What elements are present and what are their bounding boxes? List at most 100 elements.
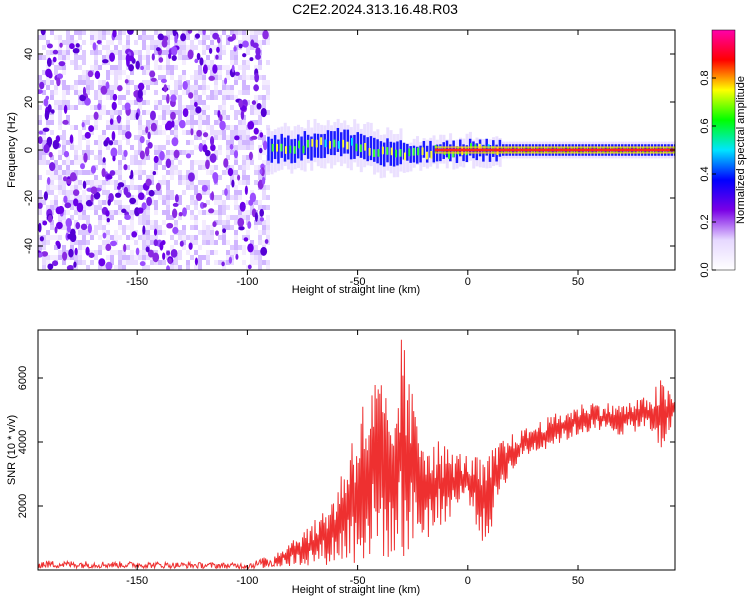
noise-blob [145,178,152,187]
noise-cell [78,200,82,205]
signal-core [316,133,320,158]
noise-cell [206,185,210,190]
noise-cell [62,210,66,215]
noise-blob [75,43,80,48]
noise-cell [38,175,42,180]
noise-blob [92,42,97,51]
noise-cell [218,220,222,225]
noise-cell [222,265,226,270]
noise-cell [262,135,266,140]
noise-cell [70,160,74,165]
noise-cell [150,45,154,50]
noise-cell [146,175,150,180]
signal-peak [425,151,428,160]
noise-cell [146,110,150,115]
noise-blob [233,46,237,52]
noise-cell [106,125,110,130]
noise-blob [170,94,177,102]
noise-cell [98,90,102,95]
noise-blob [260,107,267,118]
noise-blob [68,248,74,258]
noise-cell [58,40,62,45]
noise-cell [218,130,222,135]
noise-blob [123,149,128,158]
noise-blob [137,89,143,99]
noise-cell [58,150,62,155]
noise-cell [226,260,230,265]
noise-cell [170,150,174,155]
noise-blob [252,42,259,49]
noise-cell [38,105,42,110]
spectrogram-y-axis-label: Frequency (Hz) [6,112,18,188]
noise-cell [158,30,162,35]
noise-cell [98,140,102,145]
noise-blob [109,170,116,176]
noise-blob [62,176,68,182]
noise-cell [206,260,210,265]
noise-cell [82,170,86,175]
noise-blob [102,232,107,239]
noise-cell [206,105,210,110]
noise-blob [69,232,77,243]
noise-cell [170,155,174,160]
noise-cell [142,210,146,215]
noise-cell [146,190,150,195]
noise-cell [118,65,122,70]
noise-cell [114,170,118,175]
noise-cell [234,235,238,240]
noise-cell [146,80,150,85]
noise-cell [262,240,266,245]
noise-blob [187,49,194,60]
noise-cell [130,215,134,220]
noise-cell [190,195,194,200]
noise-cell [190,120,194,125]
noise-cell [94,175,98,180]
noise-blob [121,208,127,214]
noise-cell [114,110,118,115]
noise-blob [152,171,157,176]
noise-cell [98,145,102,150]
signal-core [409,146,412,163]
noise-blob [171,55,177,62]
signal-core [310,136,313,161]
noise-cell [38,245,42,250]
noise-cell [190,85,194,90]
noise-cell [106,110,110,115]
noise-cell [38,160,42,165]
noise-cell [226,135,230,140]
noise-cell [142,240,146,245]
noise-cell [242,180,246,185]
noise-blob [52,56,57,63]
noise-blob [38,202,43,209]
noise-cell [266,205,270,210]
noise-cell [258,235,262,240]
noise-cell [262,185,266,190]
noise-cell [230,105,234,110]
noise-cell [258,120,262,125]
noise-cell [118,55,122,60]
noise-cell [138,55,142,60]
noise-cell [194,80,198,85]
noise-blob [259,132,264,138]
noise-cell [186,115,190,120]
noise-cell [102,215,106,220]
noise-cell [126,75,130,80]
noise-cell [238,245,242,250]
noise-cell [234,125,238,130]
noise-cell [234,245,238,250]
noise-cell [266,265,270,270]
noise-cell [126,140,130,145]
noise-cell [206,210,210,215]
noise-cell [190,240,194,245]
noise-cell [210,35,214,40]
noise-cell [238,195,242,200]
noise-cell [266,225,270,230]
noise-blob [63,104,68,114]
noise-blob [73,198,79,207]
noise-blob [81,121,85,128]
noise-blob [106,217,110,223]
noise-blob [79,94,87,102]
noise-blob [103,139,109,147]
noise-cell [102,180,106,185]
noise-cell [82,205,86,210]
